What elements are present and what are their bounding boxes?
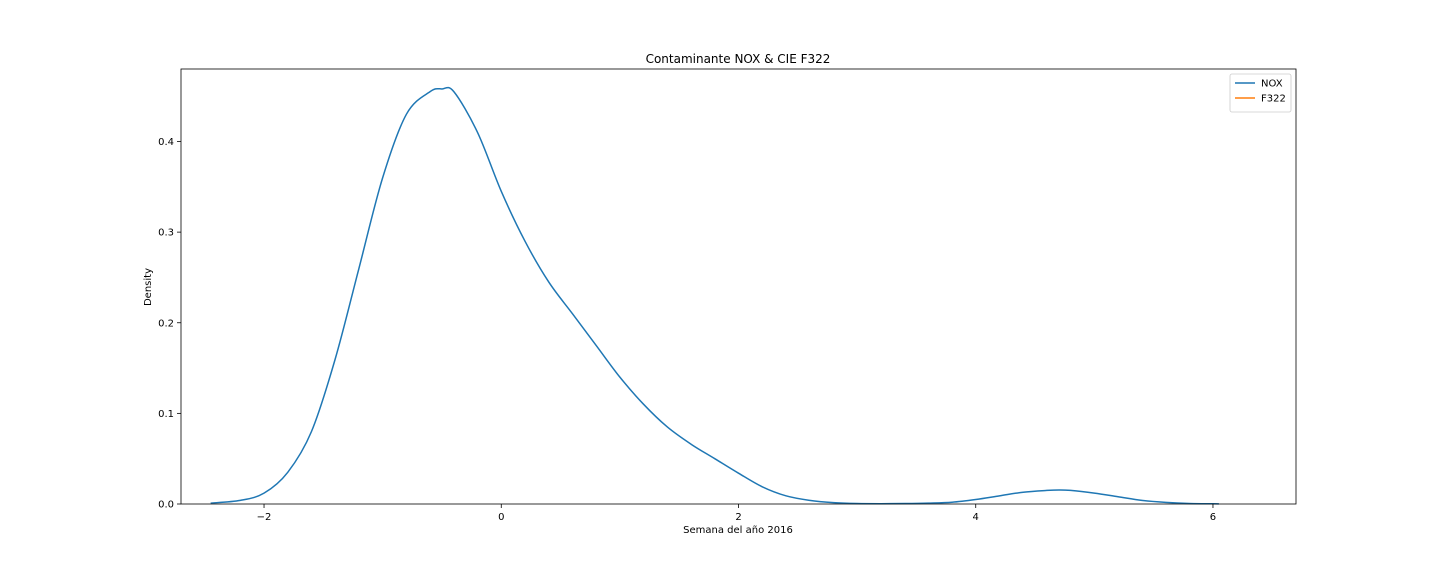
axes-frame <box>180 68 1297 505</box>
y-tick-label: 0.4 <box>158 137 174 148</box>
x-axis-label: Semana del año 2016 <box>683 525 793 536</box>
x-tick-label: −2 <box>257 512 272 523</box>
legend-label-nox: NOX <box>1261 79 1283 90</box>
legend: NOX F322 <box>1229 73 1292 113</box>
chart-title: Contaminante NOX & CIE F322 <box>646 52 831 66</box>
x-tick-label: 6 <box>1210 512 1216 523</box>
legend-label-f322: F322 <box>1261 94 1286 105</box>
y-tick-label: 0.0 <box>158 500 174 511</box>
y-tick-label: 0.3 <box>158 228 174 239</box>
y-axis-label: Density <box>143 268 154 306</box>
y-tick-label: 0.2 <box>158 318 174 329</box>
series-line-nox <box>210 86 1219 505</box>
x-tick-label: 0 <box>498 512 504 523</box>
x-tick-label: 2 <box>735 512 741 523</box>
x-tick-label: 4 <box>973 512 979 523</box>
plot-area: −2 0 2 4 6 0.0 0.1 0.2 0.3 0.4 <box>158 68 1297 523</box>
y-tick-label: 0.1 <box>158 409 174 420</box>
